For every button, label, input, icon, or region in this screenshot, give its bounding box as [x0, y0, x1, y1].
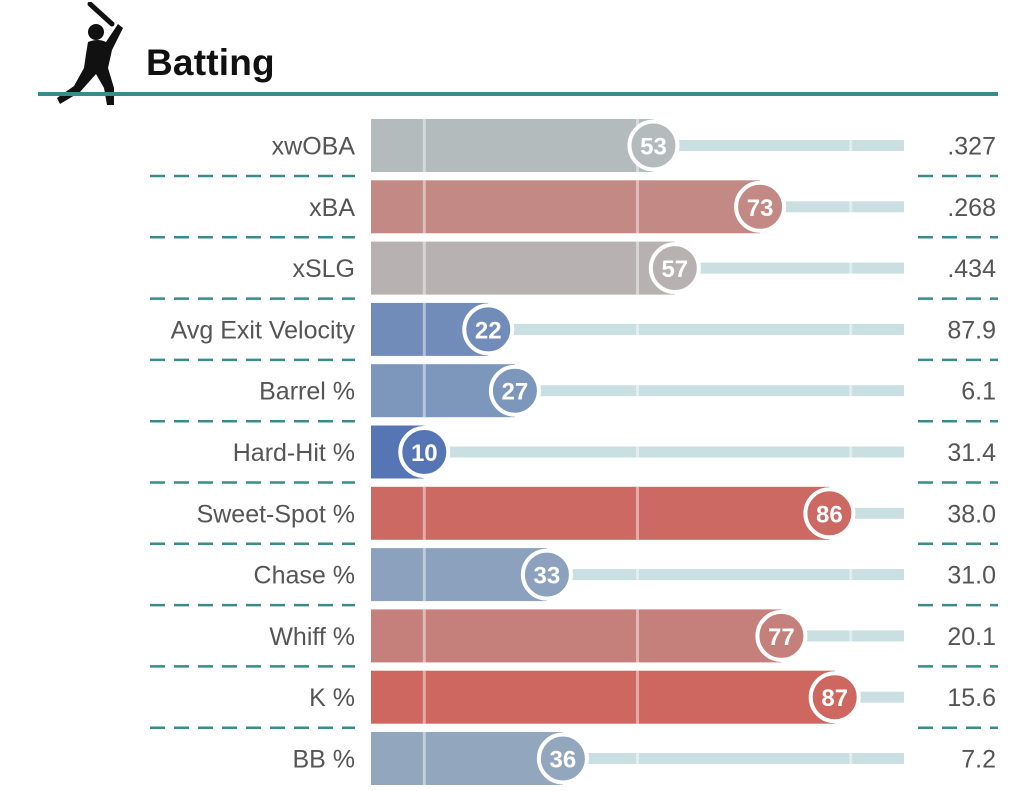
grid-line	[636, 486, 639, 540]
metric-label: xSLG	[292, 255, 355, 283]
metric-value: 87.9	[947, 316, 996, 344]
percentile-circle	[808, 671, 861, 724]
grid-line	[849, 241, 853, 295]
metric-label: xBA	[309, 194, 355, 222]
grid-line	[636, 241, 639, 295]
metric-label: Barrel %	[259, 378, 355, 406]
grid-line	[636, 302, 639, 356]
percentile-label: 10	[411, 440, 438, 467]
grid-line	[849, 364, 853, 418]
grid-line	[422, 364, 426, 418]
grid-line	[849, 180, 853, 234]
grid-line	[849, 732, 853, 785]
track-line	[371, 753, 904, 764]
percentile-label: 77	[768, 624, 795, 651]
percentile-circle	[755, 609, 808, 662]
percentile-label: 87	[821, 685, 848, 712]
track-line	[371, 385, 904, 397]
percentile-bar	[371, 180, 761, 234]
metric-value: .327	[947, 133, 996, 161]
grid-line	[636, 180, 639, 234]
percentile-circle	[627, 119, 680, 172]
section-title: Batting	[146, 42, 275, 83]
grid-line	[422, 486, 426, 540]
percentile-label: 73	[747, 195, 774, 222]
percentile-label: 33	[534, 563, 561, 590]
metric-value: 31.0	[947, 562, 996, 590]
track-line	[371, 323, 904, 335]
percentile-circle	[734, 180, 787, 233]
grid-line	[422, 241, 426, 295]
grid-line	[849, 425, 853, 479]
percentile-bar	[371, 548, 547, 602]
percentile-circle	[648, 242, 701, 295]
grid-line	[422, 548, 426, 602]
header: Batting	[0, 0, 1024, 105]
percentile-bar	[371, 609, 782, 663]
grid-line	[422, 119, 426, 172]
percentile-bar	[371, 486, 830, 540]
grid-line	[422, 180, 426, 234]
grid-line	[422, 732, 426, 785]
metric-value: 15.6	[947, 684, 996, 712]
grid-line	[422, 670, 426, 724]
percentile-label: 86	[816, 501, 843, 528]
track-line	[371, 446, 904, 458]
metric-label: Chase %	[254, 562, 355, 590]
grid-line	[636, 425, 639, 479]
percentile-label: 27	[502, 379, 529, 406]
header-rule	[38, 92, 998, 96]
grid-line	[422, 609, 426, 663]
grid-line	[849, 548, 853, 602]
metric-label: Avg Exit Velocity	[171, 316, 356, 344]
grid-line	[636, 609, 639, 663]
percentile-label: 36	[550, 747, 577, 774]
grid-line	[636, 732, 639, 785]
grid-line	[422, 302, 426, 356]
percentile-label: 57	[661, 256, 688, 283]
grid-line	[636, 670, 639, 724]
percentile-bar	[371, 732, 563, 785]
grid-line	[636, 548, 639, 602]
metric-value: 7.2	[961, 746, 996, 774]
percentile-circle	[398, 426, 451, 478]
metric-label: K %	[309, 684, 355, 712]
metric-value: 38.0	[947, 500, 996, 528]
percentile-circle	[520, 548, 573, 601]
percentile-circle	[488, 364, 541, 417]
metric-label: Sweet-Spot %	[197, 500, 355, 528]
grid-line	[636, 364, 639, 418]
metric-value: 31.4	[947, 439, 996, 467]
metric-label: BB %	[292, 746, 355, 774]
metric-value: .268	[947, 194, 996, 222]
percentile-label: 22	[475, 317, 502, 344]
metric-value: .434	[947, 255, 996, 283]
percentile-circle	[536, 732, 589, 785]
track-line	[371, 569, 904, 581]
batter-silhouette-icon	[57, 2, 123, 105]
grid-line	[849, 609, 853, 663]
metric-label: Hard-Hit %	[233, 439, 355, 467]
grid-line	[849, 119, 853, 172]
percentile-bar	[371, 670, 835, 724]
percentile-circle	[462, 303, 515, 356]
metric-value: 20.1	[947, 623, 996, 651]
metric-value: 6.1	[961, 378, 996, 406]
grid-line	[849, 302, 853, 356]
percentile-bar	[371, 119, 654, 172]
percentile-circle	[803, 487, 856, 540]
metric-label: xwOBA	[272, 133, 356, 161]
percentile-bar	[371, 241, 675, 295]
metric-label: Whiff %	[269, 623, 355, 651]
percentile-label: 53	[640, 134, 667, 161]
